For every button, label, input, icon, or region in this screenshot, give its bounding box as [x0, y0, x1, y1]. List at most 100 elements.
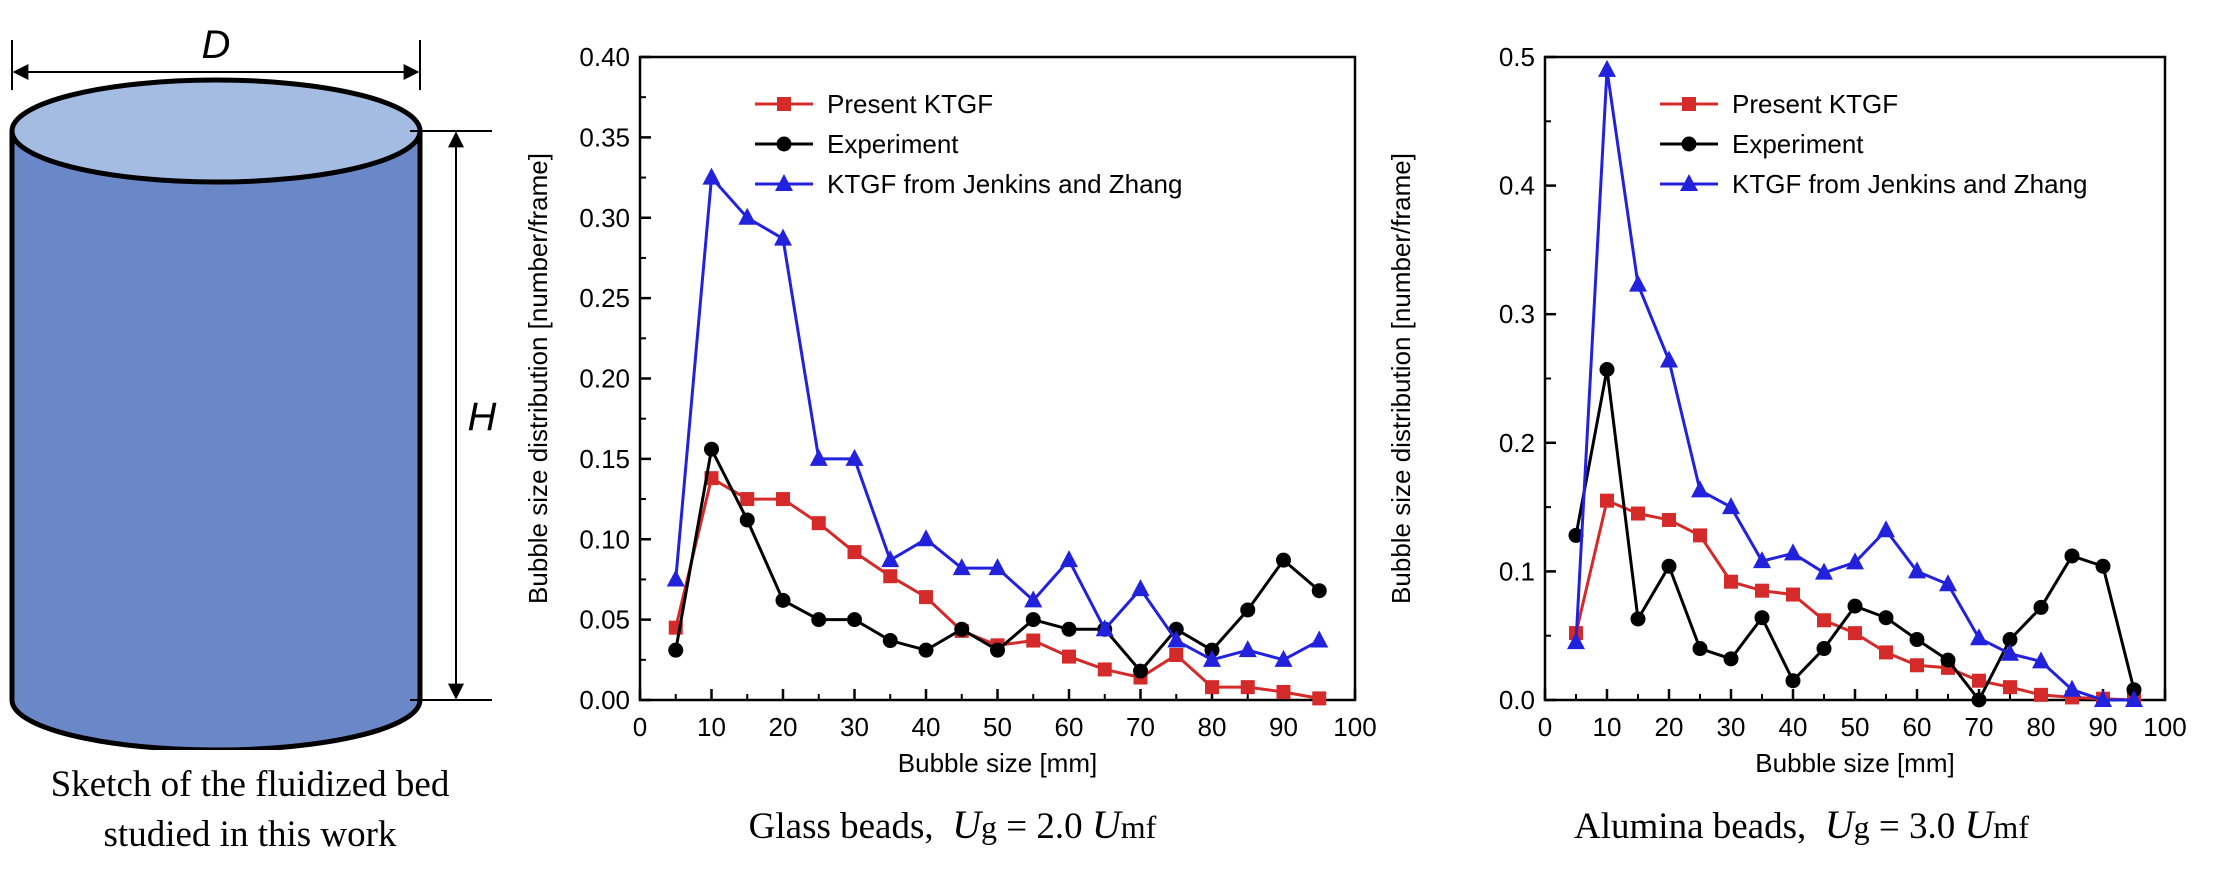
alumina-ug-symbol: U: [1824, 802, 1854, 847]
series-line: [1574, 369, 2136, 703]
y-tick-label: 0.0: [1499, 685, 1535, 715]
data-point: [1025, 612, 1041, 628]
data-point: [1095, 619, 1114, 637]
x-tick-label: 30: [840, 712, 869, 742]
data-point: [1240, 602, 1256, 618]
data-point: [1940, 652, 1956, 668]
data-point: [1629, 274, 1647, 292]
legend-label: Experiment: [827, 129, 959, 159]
legend: Present KTGF Experiment KTGF from Jenkins …: [1660, 89, 2087, 199]
sketch-caption: Sketch of the fluidized bed studied in t…: [0, 760, 500, 860]
y-tick-label: 0.30: [579, 203, 630, 233]
data-point: [988, 558, 1007, 576]
data-point: [919, 590, 933, 605]
data-point: [1847, 598, 1863, 614]
data-point: [1240, 680, 1255, 695]
series-ktgf-from-jenkins-and-zhang: [1567, 59, 2143, 707]
x-tick-label: 30: [1717, 712, 1746, 742]
data-point: [811, 612, 827, 628]
data-point: [1723, 651, 1739, 667]
data-point: [1724, 574, 1738, 589]
alumina-umf-symbol: U: [1964, 802, 1994, 847]
data-point: [2063, 679, 2081, 697]
x-tick-label: 50: [1841, 712, 1870, 742]
y-tick-label: 0.1: [1499, 556, 1535, 586]
data-point: [1205, 680, 1219, 695]
y-tick-label: 0.35: [579, 122, 630, 152]
y-tick-label: 0.5: [1499, 42, 1535, 72]
data-point: [1939, 574, 1957, 592]
alumina-umf-subscript: mf: [1993, 809, 2029, 845]
legend-label: KTGF from Jenkins and Zhang: [1732, 169, 2087, 199]
data-point: [774, 228, 792, 246]
x-tick-label: 70: [1126, 712, 1155, 742]
x-tick-label: 70: [1965, 712, 1994, 742]
data-point: [1815, 562, 1833, 580]
y-tick-label: 0.05: [579, 605, 630, 635]
y-axis-label: Bubble size distribution [number/frame]: [523, 153, 553, 604]
data-point: [776, 492, 790, 507]
data-point: [775, 592, 791, 608]
glass-umf-symbol: U: [1091, 802, 1121, 847]
data-point: [1599, 361, 1615, 377]
x-tick-label: 100: [2143, 712, 2186, 742]
data-point: [1312, 691, 1327, 706]
data-point: [1274, 649, 1293, 667]
legend-label: Present KTGF: [1732, 89, 1898, 119]
cylinder: [9, 77, 423, 750]
y-tick-label: 0.4: [1499, 171, 1535, 201]
data-point: [1785, 673, 1801, 689]
data-point: [1879, 645, 1893, 660]
data-point: [1970, 628, 1988, 646]
y-tick-label: 0.2: [1499, 428, 1535, 458]
data-point: [990, 642, 1005, 658]
diameter-dimension: D: [11, 23, 421, 90]
data-point: [809, 448, 828, 466]
data-point: [1311, 583, 1327, 599]
data-point: [1238, 640, 1257, 658]
data-point: [1024, 590, 1043, 608]
legend-marker: [777, 97, 791, 111]
x-tick-label: 80: [2027, 712, 2056, 742]
data-point: [1908, 561, 1926, 579]
data-point: [1660, 350, 1678, 368]
x-tick-label: 90: [1269, 712, 1298, 742]
x-tick-label: 0: [633, 712, 647, 742]
data-point: [918, 642, 934, 658]
data-point: [1784, 543, 1802, 561]
alumina-ug-subscript: g: [1853, 809, 1870, 845]
legend-label: Experiment: [1732, 129, 1864, 159]
series-line: [674, 475, 1320, 700]
y-tick-label: 0.00: [579, 685, 630, 715]
data-point: [1567, 632, 1585, 650]
x-tick-label: 100: [1333, 712, 1376, 742]
data-point: [2032, 651, 2050, 669]
data-point: [1133, 663, 1148, 679]
alumina-beads-caption-text: Alumina beads,: [1574, 806, 1807, 847]
data-point: [739, 512, 755, 528]
glass-ug-value: = 2.0: [997, 806, 1092, 847]
data-point: [811, 516, 826, 531]
data-point: [1062, 649, 1076, 664]
sketch-caption-line2: studied in this work: [103, 814, 397, 855]
glass-ug-subscript: g: [981, 809, 998, 845]
data-point: [1600, 493, 1614, 508]
data-point: [881, 550, 900, 568]
data-point: [704, 441, 719, 457]
data-point: [668, 642, 684, 658]
y-axis-label: Bubble size distribution [number/frame]: [1386, 153, 1416, 604]
data-point: [1878, 610, 1894, 626]
height-label: H: [468, 395, 497, 439]
data-point: [952, 558, 971, 576]
alumina-beads-caption: Alumina beads, Ug = 3.0 Umf: [1390, 800, 2213, 852]
data-point: [1061, 621, 1077, 637]
data-point: [2094, 690, 2112, 707]
x-tick-label: 80: [1198, 712, 1227, 742]
glass-umf-subscript: mf: [1120, 809, 1157, 845]
data-point: [1753, 551, 1771, 569]
x-tick-label: 10: [697, 712, 726, 742]
data-point: [1816, 641, 1832, 657]
y-tick-label: 0.40: [579, 42, 630, 72]
data-point: [1692, 641, 1708, 657]
data-point: [666, 569, 685, 587]
